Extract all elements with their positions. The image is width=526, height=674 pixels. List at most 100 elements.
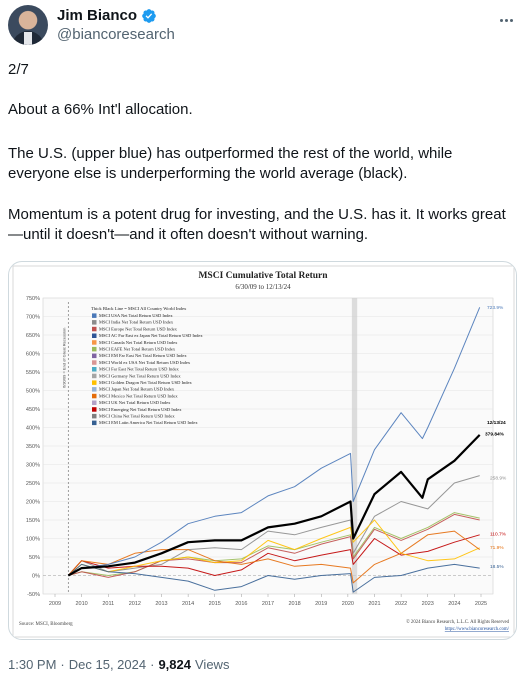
end-label-mexico: 71.9% [490, 545, 504, 551]
end-label-date: 12/13/24 [487, 420, 506, 426]
legend-title: Thick Black Line = MSCI All Country Worl… [91, 306, 187, 311]
y-tick-label: 200% [26, 500, 40, 506]
x-tick-label: 2023 [422, 601, 434, 607]
chart-url: https://www.biancoresearch.com/ [445, 627, 510, 632]
legend-swatch [92, 400, 97, 405]
legend-swatch [92, 393, 97, 399]
verified-badge-icon [142, 8, 156, 23]
legend-swatch [92, 367, 97, 372]
views-count: 9,824 [158, 657, 191, 672]
avatar[interactable] [8, 5, 48, 45]
legend-label: MSCI World ex USA Net Total Return USD I… [99, 360, 191, 365]
legend-swatch [92, 320, 97, 325]
tweet-date[interactable]: Dec 15, 2024 [68, 657, 147, 672]
tweet-paragraph-4: Momentum is a potent drug for investing,… [8, 206, 506, 243]
x-tick-label: 2021 [368, 601, 380, 607]
legend-swatch [92, 420, 97, 426]
tweet-header: Jim Bianco @biancoresearch [0, 0, 526, 50]
x-tick-label: 2013 [155, 601, 167, 607]
chart-title: MSCI Cumulative Total Return [198, 271, 328, 281]
x-tick-label: 2009 [49, 601, 61, 607]
legend-label: MSCI Canada Net Total Return USD Index [99, 340, 178, 345]
x-tick-label: 2017 [262, 601, 274, 607]
y-tick-label: 750% [26, 296, 40, 302]
series-line [67, 475, 480, 576]
y-tick-label: 700% [26, 315, 40, 321]
chart-source: Source: MSCI, Bloomberg [19, 622, 73, 627]
x-tick-label: 2025 [475, 601, 487, 607]
more-options-icon[interactable] [496, 10, 516, 30]
author-name-row: Jim Bianco [57, 7, 157, 24]
x-tick-label: 2016 [235, 601, 247, 607]
author-handle[interactable]: @biancoresearch [57, 26, 175, 43]
y-tick-label: 300% [26, 463, 40, 469]
y-tick-label: 650% [26, 333, 40, 339]
legend-label: MSCI EM Latin America Net Total Return U… [99, 420, 198, 425]
y-tick-label: 0% [32, 574, 40, 580]
x-tick-label: 2020 [342, 601, 354, 607]
legend-swatch [92, 333, 97, 338]
avatar-shirt [24, 32, 32, 45]
legend-swatch [92, 313, 97, 318]
legend-label: MSCI Mexico Net Total Return USD Index [99, 393, 178, 398]
legend-swatch [92, 340, 97, 345]
legend-swatch [92, 326, 97, 332]
tweet-paragraph-3: The U.S. (upper blue) has outperformed t… [8, 145, 453, 182]
author-name[interactable]: Jim Bianco [57, 7, 138, 24]
tweet-time[interactable]: 1:30 PM [8, 657, 57, 672]
legend-label: MSCI USA Net Total Return USD Index [99, 313, 173, 318]
tweet-paragraph-2: About a 66% Int'l allocation. [8, 101, 193, 118]
x-tick-label: 2018 [289, 601, 301, 607]
x-tick-label: 2015 [209, 601, 221, 607]
legend-swatch [92, 353, 97, 359]
chart-copyright: © 2024 Bianco Research, L.L.C. All Right… [406, 619, 509, 625]
legend-swatch [92, 407, 97, 412]
end-label-latam: 18.5% [490, 564, 504, 570]
y-tick-label: -50% [27, 592, 40, 598]
x-tick-label: 2012 [129, 601, 141, 607]
y-tick-label: 400% [26, 426, 40, 432]
y-tick-label: 50% [29, 555, 40, 561]
y-tick-label: 550% [26, 370, 40, 376]
legend-label: MSCI Far East Net Total Return USD Index [99, 367, 179, 372]
footer-separator: · [150, 657, 155, 672]
y-tick-label: 450% [26, 407, 40, 413]
y-tick-label: 150% [26, 518, 40, 524]
legend-swatch [92, 346, 97, 352]
legend-label: MSCI Germany Net Total Return USD Index [99, 373, 181, 378]
series-line [68, 307, 481, 576]
chart-svg: MSCI Cumulative Total Return 6/30/09 to 1… [12, 265, 515, 638]
legend-label: MSCI EM Far East Net Total Return USD In… [99, 353, 187, 358]
y-tick-label: 100% [26, 537, 40, 543]
legend-label: MSCI AC Far East ex Japan Net Total Retu… [99, 333, 203, 338]
x-tick-label: 2014 [182, 601, 194, 607]
end-label-acwi: 379.84% [485, 432, 505, 438]
tweet-media-chart[interactable]: MSCI Cumulative Total Return 6/30/09 to 1… [8, 261, 517, 640]
views-label: Views [195, 657, 230, 672]
legend-swatch [92, 387, 97, 392]
x-tick-label: 2011 [102, 601, 114, 607]
series-line [67, 519, 480, 576]
end-label-india: 258.9% [490, 475, 507, 481]
y-tick-label: 350% [26, 444, 40, 450]
chart-subtitle: 6/30/09 to 12/13/24 [235, 283, 291, 291]
series-line [67, 563, 480, 593]
series-line [67, 530, 480, 584]
x-tick-label: 2024 [448, 601, 460, 607]
covid-band [351, 298, 358, 594]
y-tick-label: 500% [26, 389, 40, 395]
tweet-footer: 1:30 PM · Dec 15, 2024 · 9,824 Views [8, 657, 229, 672]
x-tick-label: 2019 [315, 601, 327, 607]
series-line [67, 434, 481, 577]
legend-label: MSCI Golden Dragon Net Total Return USD … [99, 380, 192, 385]
legend-label: MSCI Europe Net Total Return USD Index [99, 326, 178, 331]
legend-label: MSCI UK Net Total Return USD Index [99, 400, 171, 405]
legend-label: MSCI EAFE Net Total Return USD Index [99, 347, 176, 352]
footer-separator: · [60, 657, 65, 672]
tweet-paragraph-1: 2/7 [8, 61, 29, 78]
legend-label: MSCI China Net Total Return USD Index [99, 414, 175, 419]
legend-swatch [92, 380, 97, 385]
legend-label: MSCI Japan Net Total Return USD Index [99, 387, 175, 392]
legend-swatch [92, 360, 97, 365]
legend-label: MSCI India Net Total Return USD Index [99, 320, 174, 325]
